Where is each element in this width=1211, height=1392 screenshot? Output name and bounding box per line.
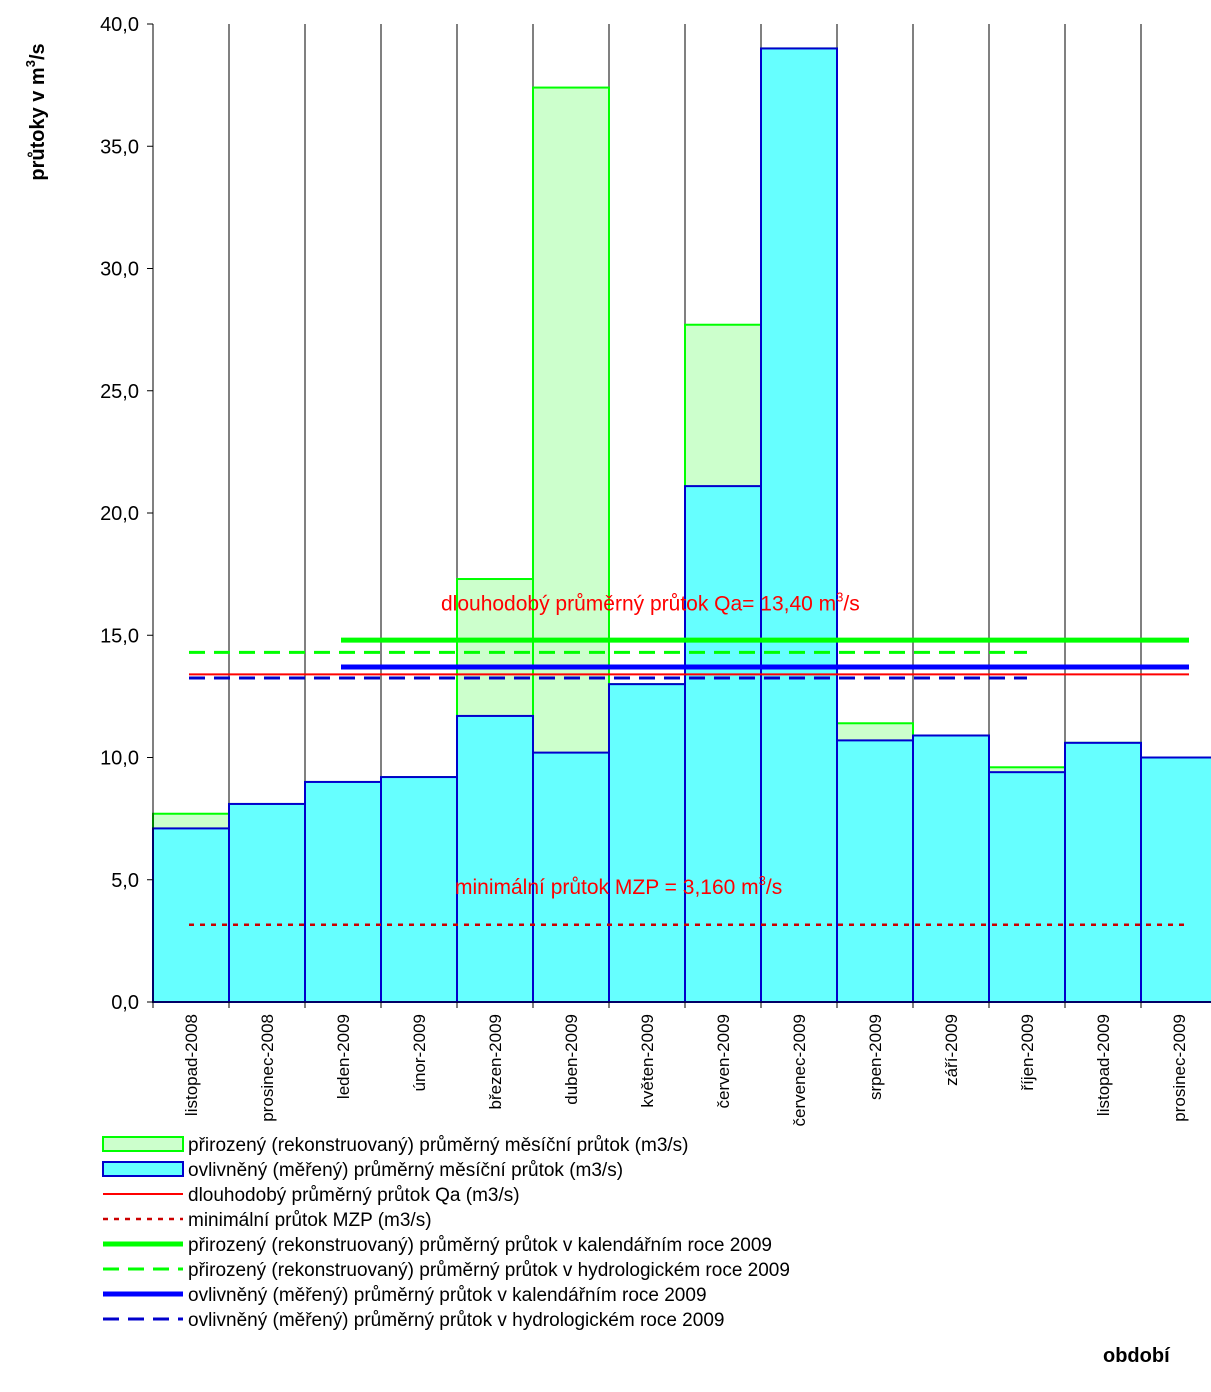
- measured-bar-červenec-2009: [760, 47, 838, 1003]
- measured-bar-listopad-2008: [152, 827, 230, 1004]
- x-tick-label: červenec-2009: [790, 1014, 809, 1126]
- y-tick-label: 30,0: [100, 259, 139, 281]
- y-tick-label: 25,0: [100, 381, 139, 403]
- y-tick-label: 5,0: [111, 870, 139, 892]
- measured-bar-září-2009: [912, 734, 990, 1003]
- y-axis-title: průtoky v m3/s: [23, 43, 49, 180]
- annotation-qa: dlouhodobý průměrný průtok Qa= 13,40 m3/…: [441, 589, 860, 615]
- x-tick-labels: listopad-2008 prosinec-2008 leden-2009 únor…: [152, 1002, 1189, 1126]
- y-tick-label: 40,0: [100, 14, 139, 36]
- measured-bar-prosinec-2008: [228, 802, 306, 1004]
- y-tick-label: 0,0: [111, 992, 139, 1014]
- y-tick-label: 20,0: [100, 503, 139, 525]
- y-tick-label: 10,0: [100, 748, 139, 770]
- y-tick-label: 35,0: [100, 136, 139, 158]
- measured-bar-březen-2009: [456, 714, 534, 1003]
- measured-bar-leden-2009: [304, 780, 382, 1004]
- reference-lines: [189, 637, 1189, 926]
- legend-label: přirozený (rekonstruovaný) průměrný měsí…: [188, 1135, 689, 1156]
- legend-label: přirozený (rekonstruovaný) průměrný průt…: [188, 1260, 790, 1281]
- measured-bar-říjen-2009: [988, 771, 1066, 1003]
- x-tick-label: únor-2009: [410, 1014, 429, 1092]
- x-tick-label: prosinec-2008: [258, 1014, 277, 1122]
- x-tick-label: duben-2009: [562, 1014, 581, 1105]
- measured-bar-únor-2009: [380, 776, 458, 1003]
- measured-bar-červen-2009: [684, 485, 762, 1004]
- x-axis-title: období: [1103, 1345, 1171, 1367]
- x-tick-label: listopad-2008: [182, 1014, 201, 1116]
- y-tick-labels: 0,0 5,0 10,0 15,0 20,0 25,0 30,0 35,0 40,0: [100, 14, 153, 1014]
- x-tick-label: listopad-2009: [1094, 1014, 1113, 1116]
- legend-label: ovlivněný (měřený) průměrný průtok v hyd…: [188, 1310, 724, 1331]
- legend: přirozený (rekonstruovaný) průměrný měsí…: [102, 1135, 790, 1331]
- x-tick-label: březen-2009: [486, 1014, 505, 1109]
- legend-swatch: [102, 1161, 184, 1177]
- legend-label: ovlivněný (měřený) průměrný měsíční průt…: [188, 1160, 623, 1181]
- x-tick-label: leden-2009: [334, 1014, 353, 1099]
- y-tick-label: 15,0: [100, 625, 139, 647]
- legend-label: přirozený (rekonstruovaný) průměrný průt…: [188, 1235, 772, 1256]
- x-tick-label: květen-2009: [638, 1014, 657, 1108]
- measured-bars: [152, 47, 1211, 1004]
- legend-label: ovlivněný (měřený) průměrný průtok v kal…: [188, 1285, 707, 1306]
- x-tick-label: červen-2009: [714, 1014, 733, 1109]
- legend-label: minimální průtok MZP (m3/s): [188, 1210, 432, 1231]
- legend-swatch: [102, 1136, 184, 1152]
- measured-bar-listopad-2009: [1064, 741, 1142, 1004]
- x-tick-label: září-2009: [942, 1014, 961, 1086]
- annotation-mzp: minimální průtok MZP = 3,160 m3/s: [455, 873, 782, 899]
- x-tick-label: říjen-2009: [1018, 1014, 1037, 1091]
- measured-bar-květen-2009: [608, 683, 686, 1004]
- measured-bar-srpen-2009: [836, 739, 914, 1003]
- x-tick-label: prosinec-2009: [1170, 1014, 1189, 1122]
- legend-label: dlouhodobý průměrný průtok Qa (m3/s): [188, 1185, 520, 1206]
- measured-bar-prosinec-2009: [1140, 756, 1211, 1003]
- x-tick-label: srpen-2009: [866, 1014, 885, 1100]
